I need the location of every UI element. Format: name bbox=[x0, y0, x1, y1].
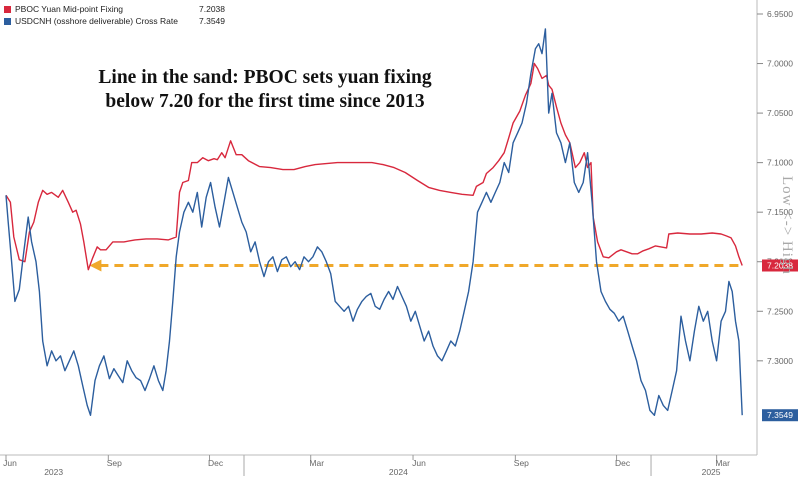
x-month-label: Mar bbox=[309, 458, 324, 468]
legend-value-fixing: 7.2038 bbox=[199, 4, 225, 14]
headline-line-1: Line in the sand: PBOC sets yuan fixing bbox=[98, 67, 432, 88]
legend-item-fixing: PBOC Yuan Mid-point Fixing 7.2038 bbox=[4, 3, 225, 15]
y-tick-label: 7.1000 bbox=[767, 158, 793, 168]
last-value-tags: 7.2038 7.3549 bbox=[762, 259, 798, 422]
y-tick-label: 7.3000 bbox=[767, 356, 793, 366]
last-value-text-fixing: 7.2038 bbox=[767, 260, 793, 270]
x-month-label: Sep bbox=[107, 458, 122, 468]
x-month-label: Mar bbox=[715, 458, 730, 468]
series-line-fixing bbox=[5, 62, 743, 271]
legend-item-cnh: USDCNH (osshore deliverable) Cross Rate … bbox=[4, 15, 225, 27]
y-tick-label: 7.1500 bbox=[767, 207, 793, 217]
legend-value-cnh: 7.3549 bbox=[199, 16, 225, 26]
last-value-text-cnh: 7.3549 bbox=[767, 410, 793, 420]
x-month-label: Dec bbox=[208, 458, 224, 468]
legend: PBOC Yuan Mid-point Fixing 7.2038 USDCNH… bbox=[4, 3, 225, 27]
x-month-label: Sep bbox=[514, 458, 529, 468]
legend-label-cnh: USDCNH (osshore deliverable) Cross Rate bbox=[15, 16, 178, 26]
x-year-label: 2025 bbox=[702, 467, 721, 477]
x-year-label: 2023 bbox=[44, 467, 63, 477]
series-layer bbox=[5, 28, 743, 416]
headline-line-2: below 7.20 for the first time since 2013 bbox=[105, 91, 425, 112]
y-tick-label: 7.0500 bbox=[767, 108, 793, 118]
legend-swatch-cnh bbox=[4, 17, 11, 25]
series-line-cnh bbox=[5, 28, 743, 416]
x-year-label: 2024 bbox=[389, 467, 408, 477]
x-month-label: Jun bbox=[412, 458, 426, 468]
headline: Line in the sand: PBOC sets yuan fixing … bbox=[50, 66, 480, 114]
low-high-watermark: Low <-> High bbox=[779, 176, 795, 275]
threshold-guide bbox=[89, 259, 743, 272]
last-value-tag-cnh bbox=[762, 409, 798, 422]
y-tick-label: 6.9500 bbox=[767, 9, 793, 19]
last-value-tag-fixing bbox=[762, 259, 798, 272]
legend-label-fixing: PBOC Yuan Mid-point Fixing bbox=[15, 4, 124, 14]
x-month-label: Dec bbox=[615, 458, 631, 468]
x-month-label: Jun bbox=[3, 458, 17, 468]
legend-swatch-fixing bbox=[4, 5, 11, 13]
guide-arrowhead bbox=[89, 259, 102, 272]
y-tick-label: 7.0000 bbox=[767, 59, 793, 69]
y-tick-label: 7.2500 bbox=[767, 306, 793, 316]
x-axis: Jun Sep Dec Mar Jun Sep Dec Mar 2023 2024 2025 bbox=[0, 454, 757, 477]
